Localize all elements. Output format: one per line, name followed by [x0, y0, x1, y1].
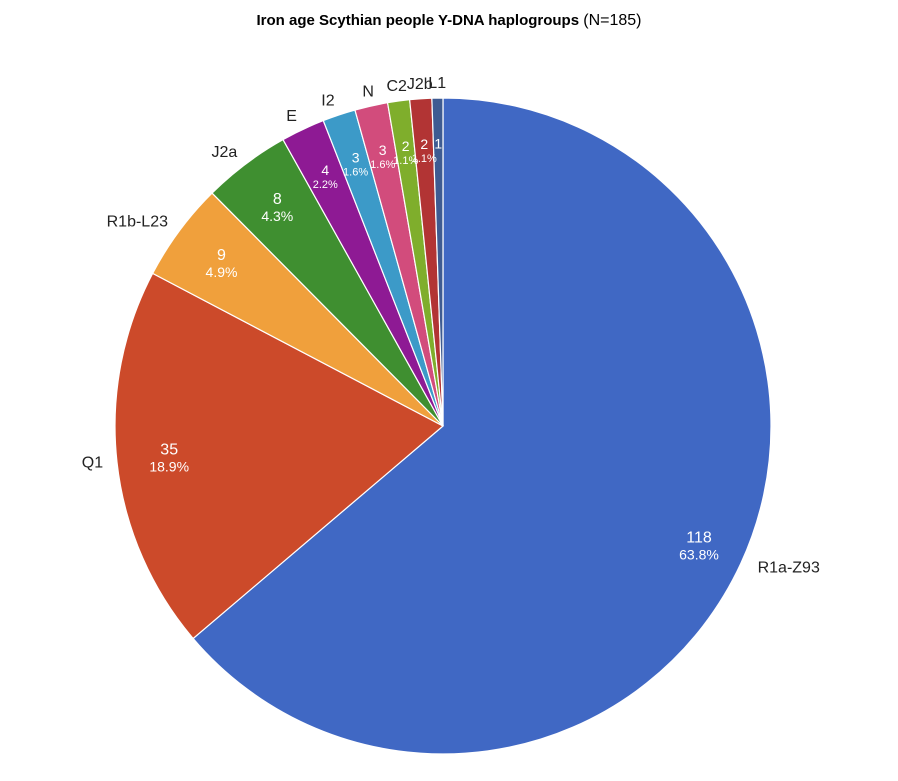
percent-label-n: 1.6%	[370, 159, 395, 171]
value-label-i2: 3	[352, 150, 360, 166]
slice-label-group-i2: 31.6% I2	[321, 93, 368, 179]
pie-slice-q1	[114, 272, 445, 640]
percent-label-j2a: 4.3%	[261, 208, 293, 224]
percent-label-q1: 18.9%	[149, 458, 189, 474]
value-label-c2: 2	[402, 138, 410, 154]
slice-label-group-j2b: 21.1% J2b	[407, 76, 437, 165]
category-label-j2b: J2b	[407, 76, 433, 93]
slice-label-group-j2a: 84.3% J2a	[212, 144, 294, 224]
category-label-e: E	[286, 108, 297, 125]
category-label-r1a-z93: R1a-Z93	[758, 560, 820, 577]
percent-label-r1a-z93: 63.8%	[679, 546, 719, 562]
category-label-j2a: J2a	[212, 144, 238, 161]
value-label-l1: 1	[434, 136, 442, 152]
value-label-n: 3	[379, 142, 387, 158]
value-label-e: 4	[321, 162, 329, 178]
chart-title: Iron age Scythian people Y-DNA haplogrou…	[0, 12, 898, 30]
category-label-r1b-l23: R1b-L23	[107, 214, 168, 231]
category-label-i2: I2	[321, 93, 334, 110]
percent-label-j2b: 1.1%	[412, 153, 437, 165]
category-label-c2: C2	[386, 78, 407, 95]
percent-label-c2: 1.1%	[393, 155, 418, 167]
value-label-r1b-l23: 9	[217, 247, 226, 264]
percent-label-e: 2.2%	[313, 179, 338, 191]
value-label-q1: 35	[160, 441, 178, 458]
value-label-j2b: 2	[420, 136, 428, 152]
category-label-q1: Q1	[82, 455, 103, 472]
category-label-n: N	[362, 83, 374, 100]
value-label-r1a-z93: 118	[686, 529, 712, 546]
slice-label-group-r1b-l23: 94.9% R1b-L23	[107, 214, 238, 281]
slice-label-group-c2: 21.1% C2	[386, 78, 418, 167]
slice-label-group-n: 31.6% N	[362, 83, 395, 171]
pie-slice-r1a-z93	[192, 97, 772, 755]
slice-label-group-e: 42.2% E	[286, 108, 338, 191]
category-label-l1: L1	[428, 75, 446, 92]
value-label-j2a: 8	[273, 191, 282, 208]
pie-slice-l1	[431, 97, 444, 427]
chart-subtitle: (N=185)	[583, 12, 642, 29]
pie-slices	[114, 97, 772, 755]
chart-title-main: Iron age Scythian people Y-DNA haplogrou…	[256, 12, 580, 29]
percent-label-r1b-l23: 4.9%	[206, 264, 238, 280]
percent-label-i2: 1.6%	[343, 167, 368, 179]
slice-label-group-l1: 1 L1	[428, 75, 446, 152]
